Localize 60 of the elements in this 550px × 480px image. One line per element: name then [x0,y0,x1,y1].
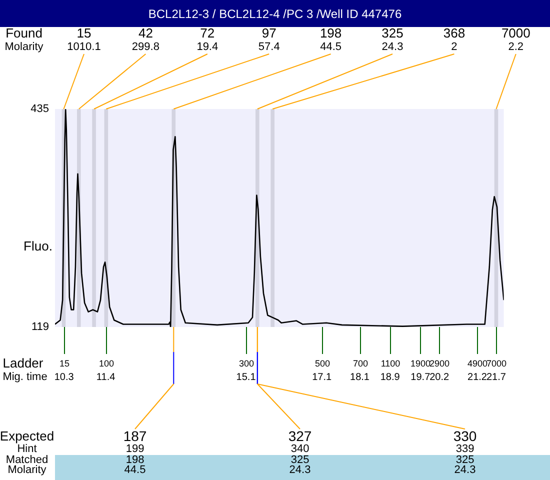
text: Ladder [2,356,44,371]
text: 1900 [410,358,431,368]
band-label: 7000 [501,26,530,41]
text: 44.5 [124,464,146,476]
text: 187 [123,428,147,444]
text: 340 [290,443,310,456]
x-tick-label: 15.1 [236,372,256,383]
x-tick-label: 21.2 [468,372,488,383]
text: Found [6,26,42,41]
x-axis-title: Mig. time [2,371,48,384]
annotation: 2.2 [508,41,524,54]
text: 327 [288,428,312,444]
x-tick-label: 21.7 [486,372,506,383]
y-tick-label: 435 [30,103,49,116]
band-label: 198 [320,26,342,41]
chart-title: BCL2L12-3 / BCL2L12-4 /PC 3 /Well ID 447476 [0,0,550,27]
x-tick-label: 18.9 [380,372,400,383]
text: 2900 [429,358,450,368]
x-tick-label: 17.1 [312,372,332,383]
text: 339 [456,443,474,456]
text: 15 [59,358,70,368]
text: 330 [453,428,477,444]
annotation: 57.4 [258,41,280,54]
text: 700 [352,358,368,368]
band-label: 325 [382,26,404,41]
band-label: 368 [443,26,466,41]
annotation: 299.8 [132,41,160,54]
text: 1100 [380,358,400,368]
text: 100 [98,358,114,368]
annotation: 44.5 [320,41,342,54]
text: 4900 [467,358,488,368]
text: 500 [314,358,330,368]
text: 199 [126,443,144,456]
annotation: 19.4 [196,41,218,54]
text: Molarity [8,464,47,476]
x-tick-label: 10.3 [54,372,74,383]
text: Molarity [4,41,44,54]
x-tick-label: 20.2 [430,372,450,383]
band-label: 15 [76,26,92,41]
annotation: 2 [451,41,458,54]
text: 24.3 [289,464,311,476]
text: 325 [456,454,474,466]
band-label: 42 [138,26,153,41]
annotation: 24.3 [382,41,404,54]
text: 198 [126,454,144,466]
text: 7000 [486,358,507,368]
band-label: 72 [200,26,215,41]
text: Matched [6,454,48,466]
y-tick-label: 119 [31,321,49,334]
text: 300 [238,358,254,368]
x-tick-label: 18.1 [350,372,370,383]
text: 24.3 [454,464,476,476]
y-axis-title: Fluo. [24,238,52,254]
text: Expected [0,428,54,444]
x-tick-label: 19.7 [410,372,431,383]
annotation: 1010.1 [67,41,101,54]
text: Hint [17,443,37,456]
text: 325 [290,454,310,466]
band-label: 97 [262,26,276,41]
x-tick-label: 11.4 [96,372,116,383]
